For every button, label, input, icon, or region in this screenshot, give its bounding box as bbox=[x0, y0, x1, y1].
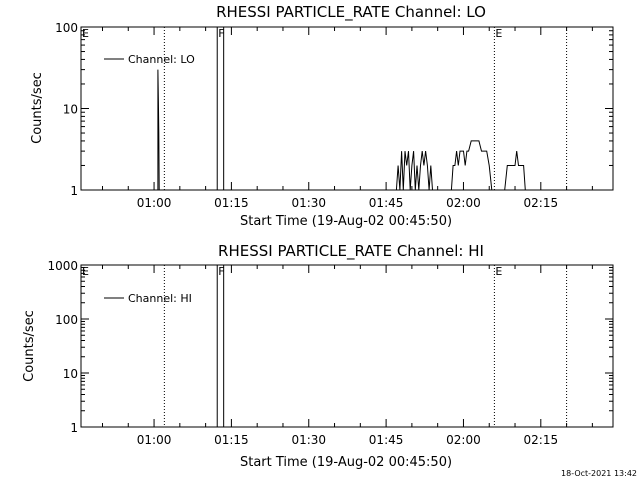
lo-x-ticks: 01:00 01:15 01:30 01:45 02:00 02:15 bbox=[101, 27, 593, 210]
hi-marker-label: F bbox=[218, 265, 224, 278]
lo-marker-label: F bbox=[218, 27, 224, 40]
lo-marker-label: E bbox=[495, 27, 502, 40]
lo-y-ticks: 1 10 100 bbox=[55, 21, 613, 198]
lo-series-group bbox=[157, 69, 536, 191]
hi-x-ticks: 01:00 01:15 01:30 01:45 02:00 02:15 bbox=[101, 265, 593, 447]
lo-xtick-label: 01:00 bbox=[137, 196, 172, 210]
hi-xtick-label: 02:15 bbox=[524, 433, 559, 447]
lo-channel-panel: RHESSI PARTICLE_RATE Channel: LO E F E 1 10… bbox=[30, 3, 614, 229]
lo-xtick-label: 02:15 bbox=[524, 196, 559, 210]
hi-y-ticks: 1 10 100 1000 bbox=[47, 259, 613, 435]
lo-y-axis-label: Counts/sec bbox=[30, 72, 45, 144]
lo-series-line bbox=[157, 69, 536, 191]
lo-ytick-label: 100 bbox=[55, 21, 78, 35]
hi-y-axis-label: Counts/sec bbox=[22, 310, 37, 382]
hi-ytick-label: 1000 bbox=[47, 259, 78, 273]
lo-xtick-label: 01:30 bbox=[291, 196, 326, 210]
lo-legend-label: Channel: LO bbox=[128, 53, 195, 66]
hi-xtick-label: 01:45 bbox=[369, 433, 404, 447]
hi-ytick-label: 10 bbox=[63, 367, 78, 381]
generation-timestamp: 18-Oct-2021 13:42 bbox=[561, 469, 637, 478]
lo-xtick-label: 02:00 bbox=[446, 196, 481, 210]
lo-marker-label: E bbox=[82, 27, 89, 40]
hi-marker-label: E bbox=[495, 265, 502, 278]
hi-xtick-label: 01:15 bbox=[214, 433, 249, 447]
hi-panel-title: RHESSI PARTICLE_RATE Channel: HI bbox=[218, 242, 484, 261]
lo-xtick-label: 01:45 bbox=[369, 196, 404, 210]
hi-plot-frame bbox=[80, 264, 614, 428]
lo-panel-title: RHESSI PARTICLE_RATE Channel: LO bbox=[216, 3, 486, 22]
hi-ytick-label: 100 bbox=[55, 313, 78, 327]
hi-xtick-label: 01:30 bbox=[291, 433, 326, 447]
hi-channel-panel: RHESSI PARTICLE_RATE Channel: HI E F E 1 10… bbox=[22, 242, 614, 470]
hi-xtick-label: 01:00 bbox=[137, 433, 172, 447]
lo-ytick-label: 1 bbox=[70, 184, 78, 198]
hi-marker-label: E bbox=[82, 265, 89, 278]
hi-x-axis-label: Start Time (19-Aug-02 00:45:50) bbox=[240, 455, 452, 470]
lo-x-axis-label: Start Time (19-Aug-02 00:45:50) bbox=[240, 214, 452, 229]
lo-ytick-label: 10 bbox=[63, 103, 78, 117]
hi-legend-label: Channel: HI bbox=[128, 292, 192, 305]
hi-xtick-label: 02:00 bbox=[446, 433, 481, 447]
hi-ytick-label: 1 bbox=[70, 421, 78, 435]
lo-xtick-label: 01:15 bbox=[214, 196, 249, 210]
